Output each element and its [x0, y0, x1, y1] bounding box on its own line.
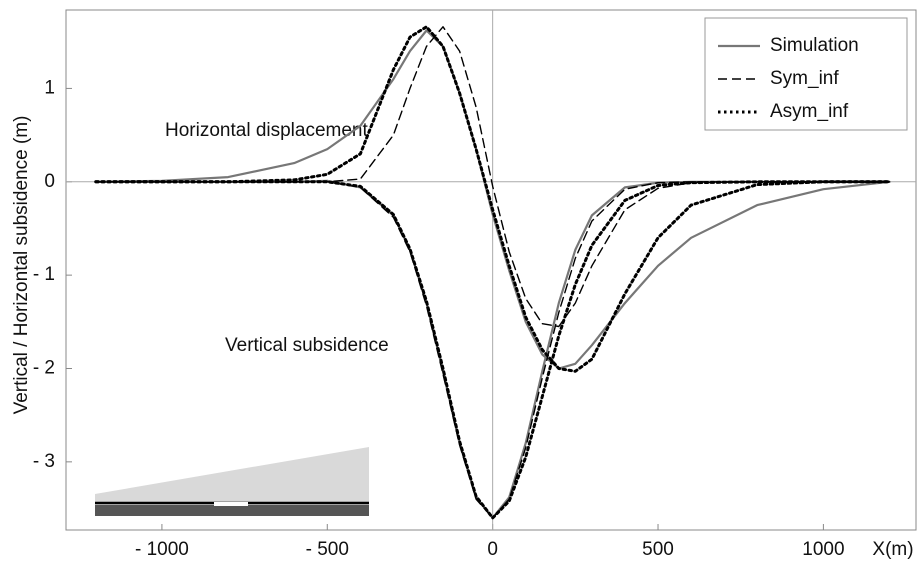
legend-label: Asym_inf	[770, 101, 849, 122]
x-tick-label: 500	[642, 539, 674, 560]
inset-gap	[214, 502, 248, 506]
legend-label: Simulation	[770, 35, 859, 56]
series-line	[94, 25, 891, 373]
x-axis-label: X(m)	[872, 539, 913, 560]
x-tick-label: 0	[487, 539, 498, 560]
plot-frame	[65, 9, 917, 531]
inset-diagram	[95, 447, 369, 516]
annotation: Vertical subsidence	[225, 335, 389, 356]
inset-overburden	[95, 447, 369, 505]
series-line	[94, 180, 891, 520]
y-axis-label: Vertical / Horizontal subsidence (m)	[11, 116, 32, 415]
legend-label: Sym_inf	[770, 68, 839, 89]
inset-seam	[95, 505, 369, 516]
y-tick-label: - 1	[33, 264, 55, 285]
x-tick-label: 1000	[802, 539, 844, 560]
y-tick-label: 0	[44, 171, 55, 192]
y-tick-label: - 3	[33, 451, 55, 472]
y-tick-label: 1	[44, 77, 55, 98]
annotation: Horizontal displacement	[165, 120, 368, 141]
y-tick-label: - 2	[33, 358, 55, 379]
x-tick-label: - 500	[306, 539, 349, 560]
x-tick-label: - 1000	[135, 539, 189, 560]
legend-box	[704, 17, 908, 131]
